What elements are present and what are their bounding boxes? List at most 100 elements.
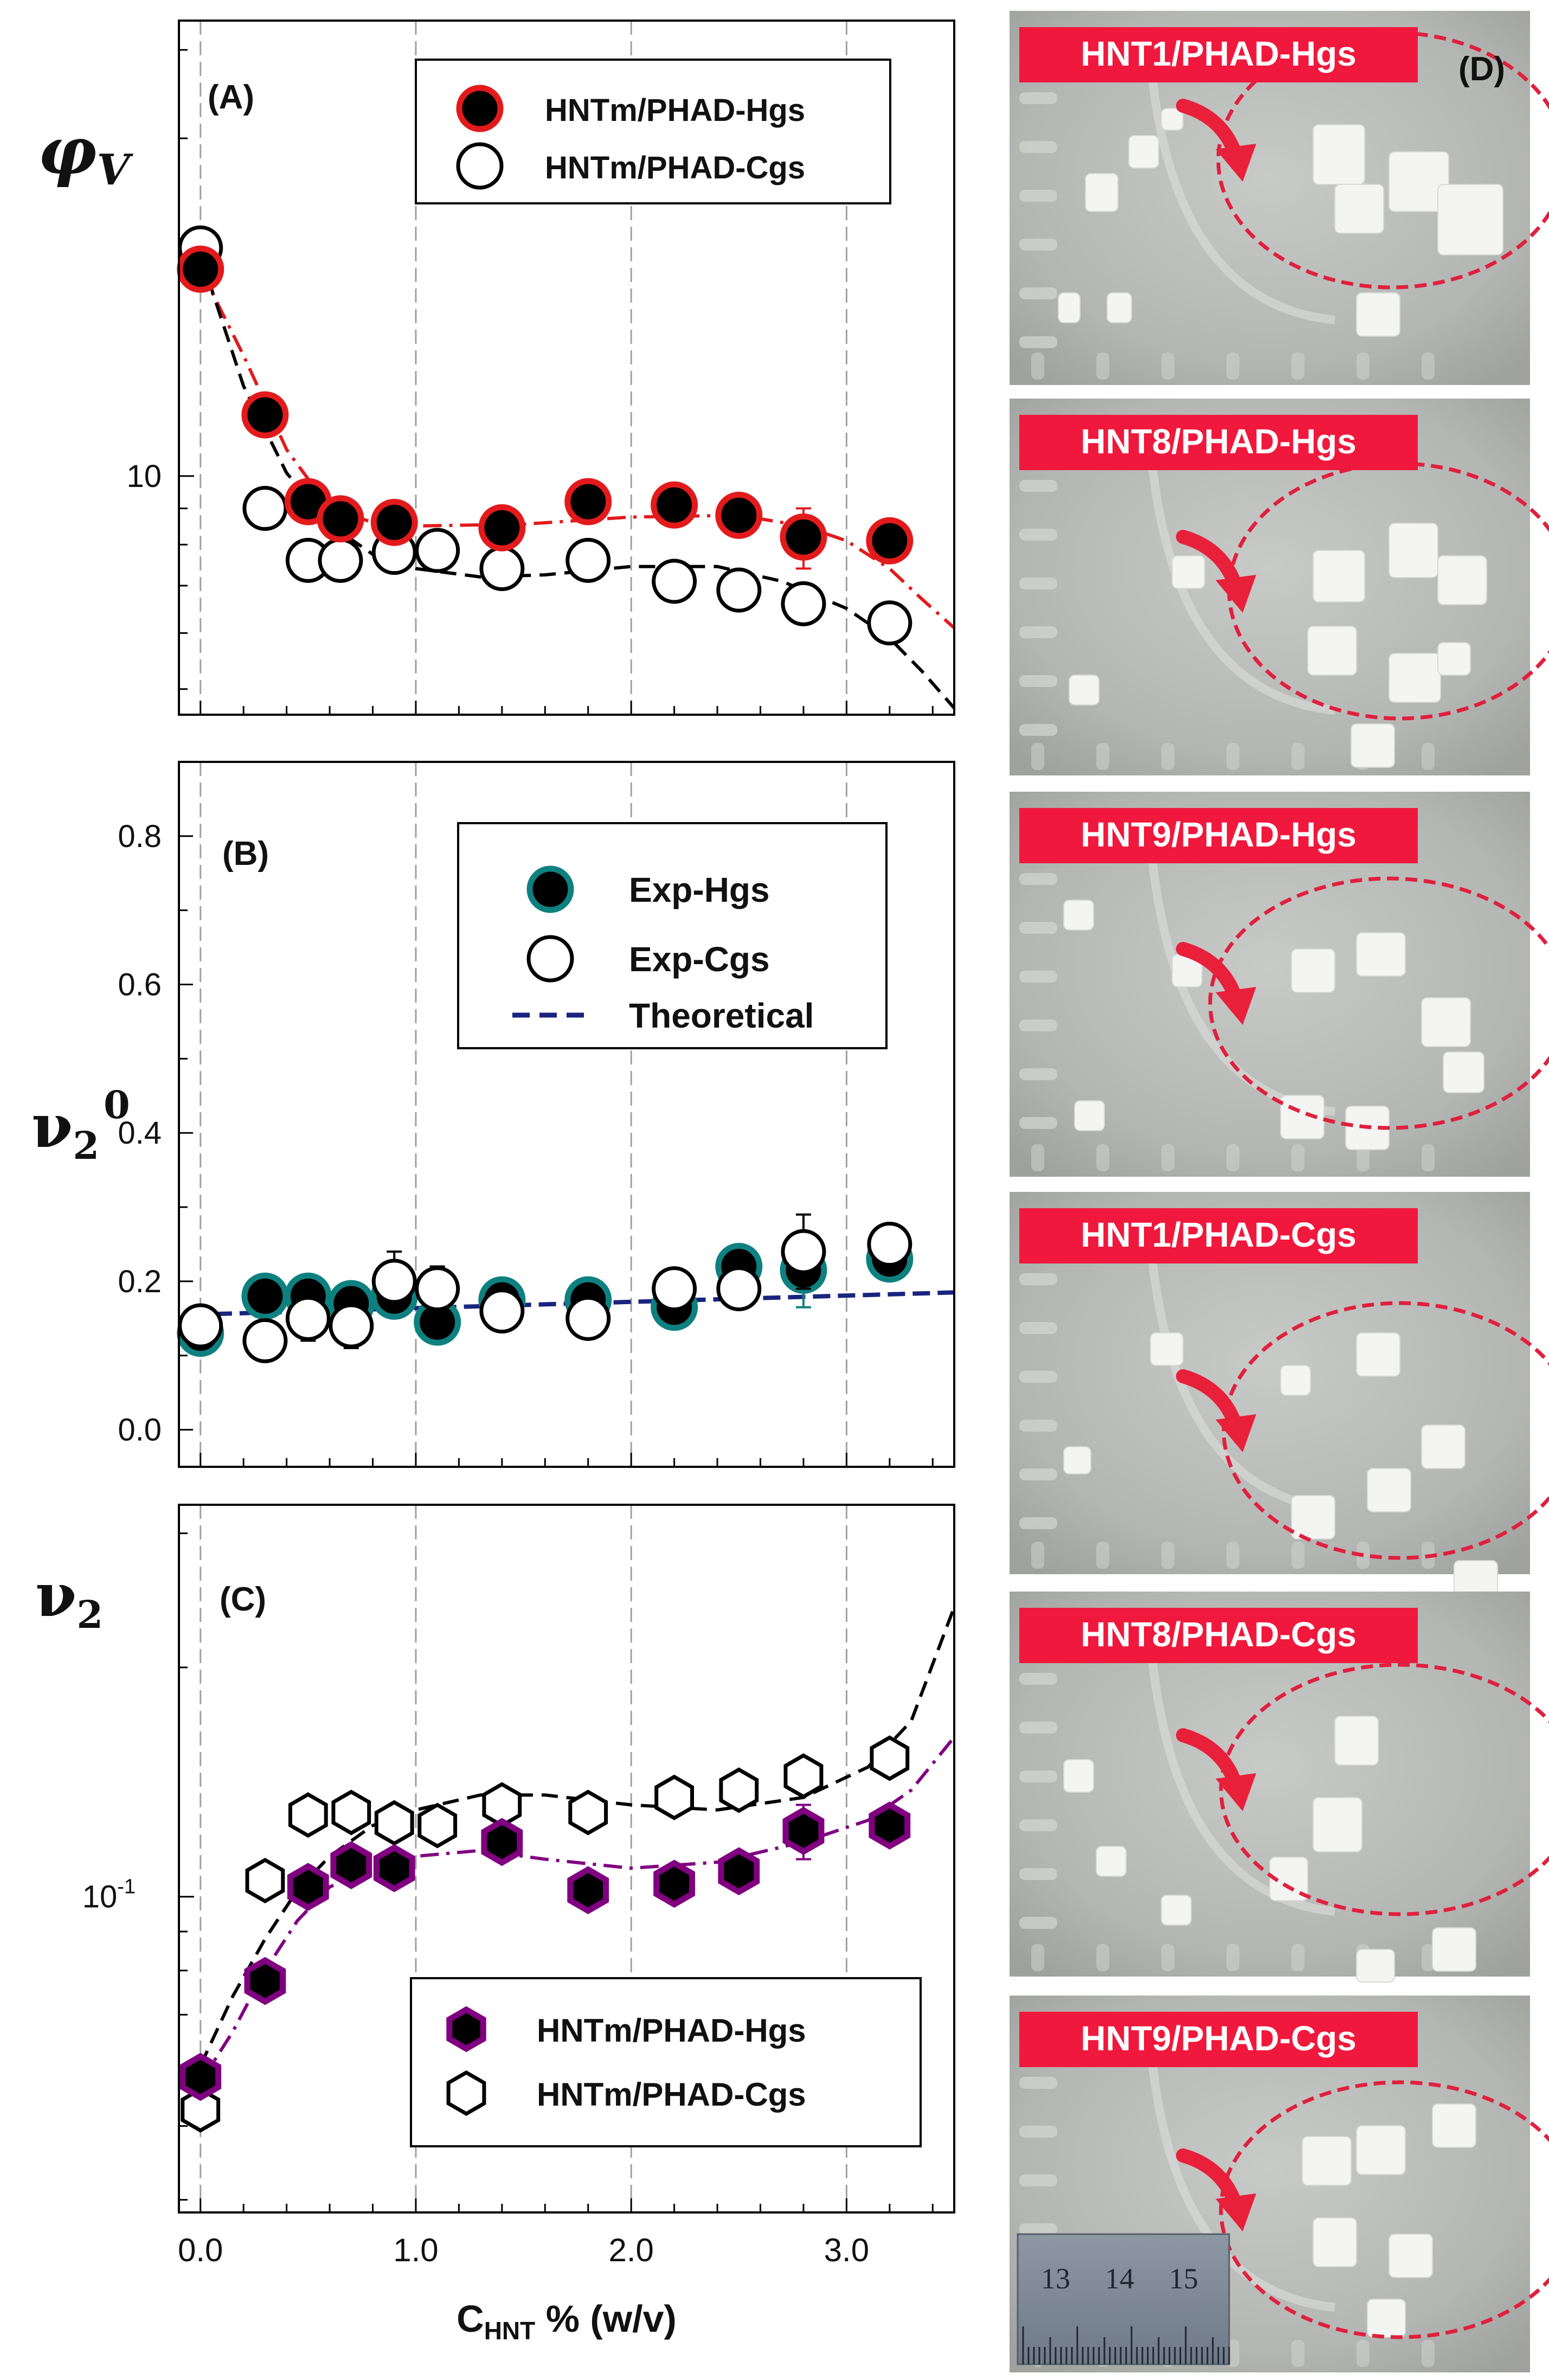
tray-ridge [1019,2223,1057,2235]
x-axis-tick-labels: 0.0 1.0 2.0 3.0 [178,2232,869,2268]
tray-groove [1146,1640,1335,1916]
data-point-hexagon [718,1847,760,1896]
hydrogel-pellet [1058,292,1081,323]
y-tick-label: 0.0 [118,1413,162,1448]
arrow-icon [1176,1369,1242,1429]
tray-ridge [1291,743,1304,770]
tray-ridge [1422,1944,1435,1971]
tray-ridge [1096,1944,1109,1971]
data-point-circle [715,491,763,539]
data-point-circle [479,546,525,592]
hydrogel-pellet [1367,1468,1411,1512]
data-point-hexagon [654,1774,694,1820]
tray-ridge [1031,352,1044,380]
hydrogel-pellet [1269,1857,1308,1901]
tray-ridge [1019,1322,1057,1334]
highlight-circle [1208,876,1549,1130]
photo-tile-1: HNT1/PHAD-Hgs [1010,11,1549,385]
hydrogel-pellet [1107,292,1132,323]
tray-ridge [1019,239,1057,251]
y-tick-label: 0.8 [118,819,162,854]
hydrogel-pellet [1356,932,1406,977]
fit-curve-0 [199,1736,956,2084]
tray-ridge [1019,1517,1057,1529]
data-point-circle [781,581,826,626]
tray-ridge [1019,92,1057,104]
panel-c-legend: HNTm/PHAD-Hgs HNTm/PHAD-Cgs [410,1977,922,2147]
hydrogel-pellet [1069,675,1100,705]
data-point-circle [716,567,762,613]
data-point-hexagon [869,1801,911,1850]
tray-ridge [1019,480,1057,492]
panel-c-legend-box [410,1977,922,2147]
tray-ridge [1019,1371,1057,1383]
highlight-circle [1219,2080,1549,2339]
hydrogel-pellet [1421,1425,1466,1469]
tray-ridge [1019,287,1057,299]
arrow-icon-head [1216,1773,1256,1811]
photo-caption: HNT8/PHAD-Cgs [1081,1615,1356,1654]
panel-a-y-label: φV [38,113,134,195]
tray-ridge [1291,352,1304,380]
data-point-circle [652,559,697,604]
photo-caption-box [1019,1608,1418,1663]
panel-b-legend-label-hgs: Exp-Hgs [629,870,770,909]
tray-ridge [1019,190,1057,202]
hydrogel-pellet [1437,184,1503,255]
tray-ridge [1019,1673,1057,1685]
data-point-circle [478,504,526,551]
photo-tile-5: HNT8/PHAD-Cgs [1010,1592,1549,1983]
y-tick-label: 0.6 [118,967,162,1003]
data-point-circle [329,1303,374,1349]
data-point-circle [651,481,698,529]
hydrogel-pellet [1128,135,1159,169]
hydrogel-pellet [1280,1365,1311,1396]
tray-ridge [1226,743,1239,770]
panel-d-photos: HNT1/PHAD-Hgs HNT8/PHAD-Hgs HNT9/PHAD-Hgs H… [1010,11,1549,2372]
arrow-icon-head [1216,575,1256,613]
tray-ridge [1161,1144,1174,1171]
arrow-icon-head [1216,144,1256,182]
panel-c-legend-marker-cgs [446,2070,486,2116]
tray-ridge [1019,873,1057,885]
hydrogel-pellet [1313,550,1365,602]
ruler: 13 14 15 [1017,2233,1230,2365]
data-point-hexagon [245,1857,285,1904]
tray-ridge [1019,1917,1057,1929]
data-point-hexagon [244,1956,286,2005]
hydrogel-pellet [1389,2234,1433,2278]
tray-ridge [1019,2174,1057,2186]
panel-a-legend-label-cgs: HNTm/PHAD-Cgs [545,150,805,185]
data-point-circle [241,1272,289,1320]
tray-ridge [1019,1819,1057,1831]
data-point-circle [781,1229,826,1274]
data-point-circle [415,1266,460,1312]
data-point-hexagon [417,1802,458,1849]
photo-caption: HNT9/PHAD-Cgs [1081,2019,1356,2058]
photo-tile-3: HNT9/PHAD-Hgs [1010,792,1549,1177]
tray-ridge [1019,1019,1057,1031]
tray-ridge [1019,1770,1057,1782]
hydrogel-pellet [1150,1332,1184,1366]
tray-ridge [1226,352,1239,380]
y-tick-label: 10 [126,459,162,494]
tray-ridge [1161,352,1174,380]
highlight-circle [1222,1301,1549,1560]
y-tick-label-exponent: -1 [117,1876,136,1898]
hydrogel-pellet [1389,151,1449,212]
panel-a-legend-marker-cgs [456,142,504,190]
ruler-number: 14 [1105,2262,1134,2295]
tray-ridge [1031,1944,1044,1971]
data-point-circle [177,245,224,293]
arrow-icon-head [1216,1414,1256,1452]
panel-b-legend-marker-cgs [526,935,574,983]
tray-ridge [1031,1144,1044,1171]
panel-b-frame [178,761,955,1468]
tray-ridge [1031,1542,1044,1569]
data-point-circle [370,498,418,546]
hydrogel-pellet [1302,2136,1352,2186]
data-point-hexagon [373,1844,415,1893]
data-point-hexagon [181,2087,221,2133]
data-point-hexagon [783,1753,824,1799]
y-tick-label: 0.2 [118,1264,162,1299]
